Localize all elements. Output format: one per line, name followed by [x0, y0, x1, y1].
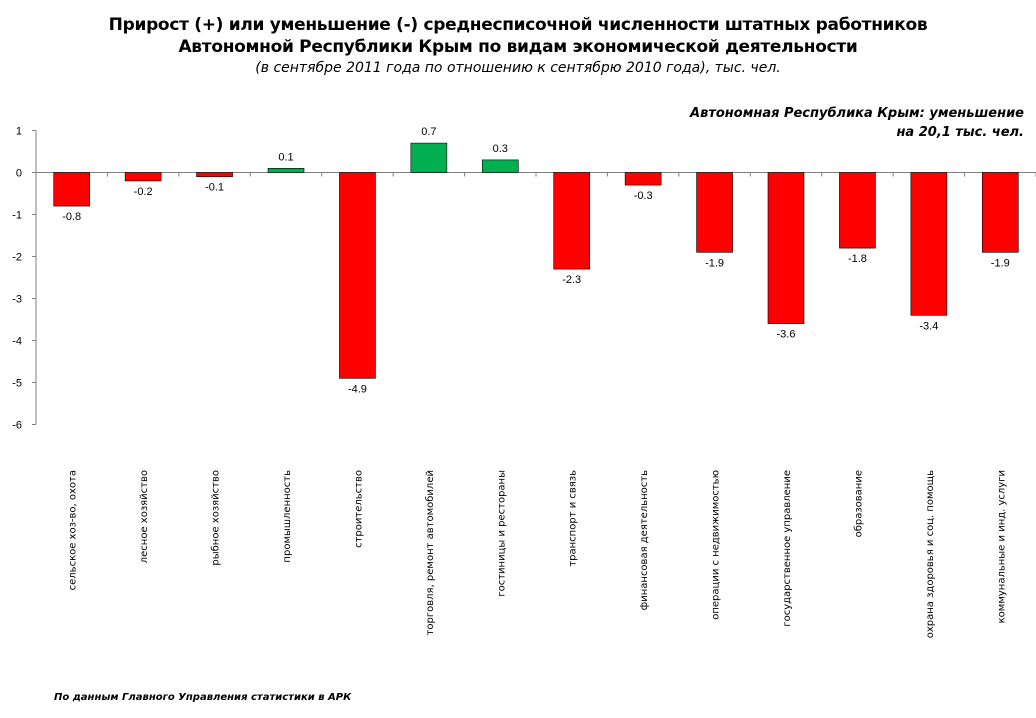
category-label: операции с недвижимостью — [711, 470, 722, 620]
data-label: -1.8 — [848, 253, 867, 265]
category-label: сельское хоз-во, охота — [68, 470, 79, 590]
category-label: государственное управление — [782, 470, 793, 627]
data-label: -0.2 — [134, 186, 153, 198]
chart-title-line1: Прирост (+) или уменьшение (-) среднеспи… — [108, 15, 928, 35]
data-label: -0.8 — [62, 211, 81, 223]
category-label: лесное хозяйство — [139, 470, 150, 563]
bar — [981, 172, 1019, 253]
source-note: По данным Главного Управления статистики… — [54, 692, 352, 703]
category-label: строительство — [353, 470, 364, 548]
bar — [767, 172, 805, 324]
y-tick-label: -3 — [12, 294, 22, 306]
chart-subtitle: (в сентябре 2011 года по отношению к сен… — [255, 60, 781, 76]
bar — [410, 142, 448, 173]
data-label: 0.3 — [493, 143, 508, 155]
bar — [553, 172, 591, 270]
category-label: финансовая деятельность — [639, 470, 650, 610]
category-label: транспорт и связь — [568, 470, 579, 567]
bar — [624, 172, 662, 186]
y-tick-label: -6 — [12, 420, 22, 432]
bar — [696, 172, 733, 253]
bar — [839, 172, 876, 249]
chart-annotation: Автономная Республика Крым: уменьшение н… — [684, 104, 1024, 142]
data-label: -0.1 — [205, 182, 224, 194]
bar — [481, 159, 519, 173]
bar — [910, 172, 948, 316]
category-label: торговля, ремонт автомобилей — [425, 470, 436, 635]
data-label: -0.3 — [634, 190, 653, 202]
y-tick-label: 1 — [16, 126, 22, 138]
category-label: охрана здоровья и соц. помощь — [925, 470, 936, 638]
chart-title-line2: Автономной Республики Крым по видам экон… — [178, 37, 858, 57]
bar — [196, 172, 233, 177]
category-label: рыбное хозяйство — [211, 470, 222, 566]
data-label: -3.6 — [777, 329, 796, 341]
data-label: 0.7 — [421, 126, 436, 138]
data-label: -3.4 — [919, 320, 938, 332]
data-label: -1.9 — [991, 257, 1010, 269]
y-tick-label: -5 — [12, 378, 22, 390]
category-label: гостиницы и рестораны — [496, 470, 507, 597]
bar — [267, 168, 305, 173]
bar — [53, 172, 91, 207]
data-label: -2.3 — [562, 274, 581, 286]
y-tick-label: 0 — [16, 168, 22, 180]
bar — [339, 172, 376, 379]
data-label: -1.9 — [705, 257, 724, 269]
y-tick-label: -4 — [12, 336, 22, 348]
category-label: промышленность — [282, 470, 293, 563]
annotation-line1: Автономная Республика Крым: уменьшение — [690, 106, 1024, 121]
y-tick-label: -2 — [12, 252, 22, 264]
bar — [124, 172, 162, 182]
chart-title-block: Прирост (+) или уменьшение (-) среднеспи… — [0, 14, 1036, 78]
data-label: 0.1 — [278, 151, 293, 163]
category-label: образование — [853, 470, 864, 537]
y-tick-label: -1 — [12, 210, 22, 222]
category-label: коммунальные и инд. услуги — [996, 470, 1007, 623]
data-label: -4.9 — [348, 383, 367, 395]
annotation-line2: на 20,1 тыс. чел. — [896, 125, 1024, 140]
